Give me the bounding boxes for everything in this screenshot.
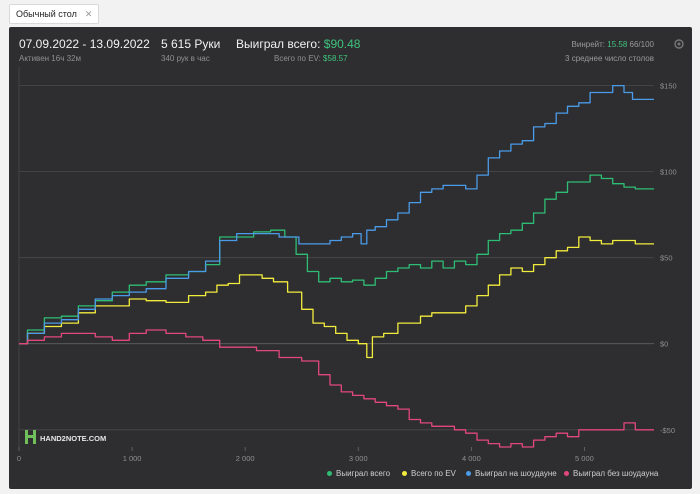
winrate-suffix: 66/100: [629, 40, 654, 49]
x-tick-label: 1 000: [123, 454, 142, 463]
legend-dot-yellow: [402, 471, 407, 476]
x-tick-label: 0: [17, 454, 21, 463]
tab-regular-table[interactable]: Обычный стол ✕: [9, 4, 100, 24]
active-time: Активен 16ч 32м: [19, 54, 81, 63]
legend-label: Выиграл на шоудауне: [475, 469, 557, 478]
y-tick-label: $0: [660, 340, 668, 349]
x-tick-label: 5 000: [575, 454, 594, 463]
legend-dot-blue: [466, 471, 471, 476]
legend-dot-pink: [564, 471, 569, 476]
y-tick-label: -$50: [660, 426, 675, 435]
won-total-label: Выиграл всего:: [236, 37, 321, 51]
logo: HAND2NOTE.COM: [25, 430, 106, 444]
winrate-label: Винрейт:: [571, 40, 606, 49]
legend-won-showdown[interactable]: Выиграл на шоудауне: [466, 469, 557, 478]
hands-per-hour: 340 рук в час: [161, 54, 210, 63]
ev-total-value: $58.57: [323, 54, 348, 63]
legend-won-nonshowdown[interactable]: Выиграл без шоудауна: [564, 469, 658, 478]
winrate-value: 15.58: [607, 40, 628, 49]
legend-label: Выиграл без шоудауна: [573, 469, 659, 478]
logo-icon-cross: [25, 435, 36, 438]
date-range: 07.09.2022 - 13.09.2022: [19, 37, 150, 51]
series-won-nonshowdown: [19, 329, 654, 448]
chart: $150 $100 $50 $0 -$50 0 1 000 2 000 3 000 4 000 5 …: [17, 67, 677, 463]
grid: [18, 67, 654, 447]
axis-ticks: $150 $100 $50 $0 -$50 0 1 000 2 000 3 000 4 000 5 …: [17, 82, 677, 463]
close-icon[interactable]: ✕: [84, 8, 93, 19]
tab-label: Обычный стол: [16, 9, 77, 19]
winrate: Винрейт: 15.58 66/100: [572, 40, 654, 49]
series-won-total: [19, 174, 654, 345]
legend-label: Всего по EV: [411, 469, 456, 478]
series-lines: [19, 84, 654, 448]
x-tick-label: 3 000: [349, 454, 368, 463]
legend-won-total[interactable]: Выиграл всего: [327, 469, 390, 478]
x-tick-label: 2 000: [236, 454, 255, 463]
gear-icon[interactable]: [673, 38, 685, 50]
won-total-value: $90.48: [323, 37, 361, 51]
hands-count: 5 615 Руки: [161, 37, 221, 51]
ev-total: Всего по EV: $58.57: [274, 54, 348, 63]
avg-tables: 3 среднее число столов: [565, 54, 654, 63]
y-tick-label: $150: [660, 82, 677, 91]
tab-bar: Обычный стол ✕: [0, 0, 700, 26]
series-won-showdown: [19, 84, 654, 345]
series-ev-total: [19, 236, 654, 359]
ev-total-label: Всего по EV:: [274, 54, 321, 63]
legend-label: Выиграл всего: [336, 469, 391, 478]
won-total: Выиграл всего: $90.48: [236, 37, 360, 51]
x-tick-label: 4 000: [462, 454, 481, 463]
legend-dot-green: [327, 471, 332, 476]
logo-text: HAND2NOTE.COM: [40, 434, 106, 443]
y-tick-label: $50: [660, 254, 673, 263]
y-tick-label: $100: [660, 168, 677, 177]
legend-ev-total[interactable]: Всего по EV: [402, 469, 456, 478]
graph-panel: 07.09.2022 - 13.09.2022 Активен 16ч 32м …: [9, 27, 692, 489]
